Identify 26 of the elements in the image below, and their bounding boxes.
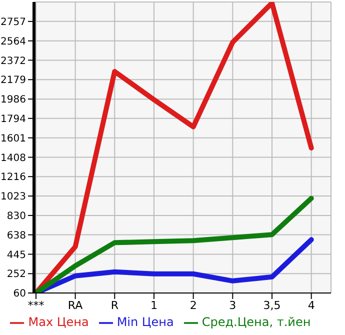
y-tick-label: 252: [6, 269, 26, 280]
y-tick-label: 1216: [0, 172, 26, 184]
x-tick-label: 3,5: [263, 298, 281, 312]
x-tick-label: 2: [190, 298, 197, 312]
y-tick-label: 445: [6, 250, 26, 261]
y-tick-label: 2757: [0, 16, 26, 28]
y-tick-label: 2179: [0, 75, 26, 86]
x-tick-label: ***: [28, 298, 45, 312]
legend-label: Max Цена: [28, 315, 89, 329]
x-tick-label: RA: [68, 298, 84, 312]
y-tick-label: 1986: [0, 94, 26, 106]
x-tick-label: R: [110, 298, 119, 312]
y-tick-label: 2372: [0, 56, 26, 67]
legend-label: Сред.Цена, т.йен: [202, 315, 311, 329]
y-tick-label: 2564: [0, 36, 26, 48]
legend-label: Min Цена: [116, 315, 174, 329]
y-tick-label: 638: [6, 230, 26, 242]
y-tick-label: 1408: [0, 152, 26, 164]
x-tick-label: 1: [150, 298, 158, 312]
x-tick-label: 3: [229, 298, 236, 312]
x-tick-label: 4: [308, 298, 315, 312]
y-tick-label: 1601: [0, 133, 26, 144]
y-tick-label: 1794: [0, 114, 26, 125]
y-tick-label: 60: [13, 288, 26, 300]
y-tick-label: 1023: [0, 192, 26, 203]
y-tick-label: 830: [6, 211, 26, 222]
